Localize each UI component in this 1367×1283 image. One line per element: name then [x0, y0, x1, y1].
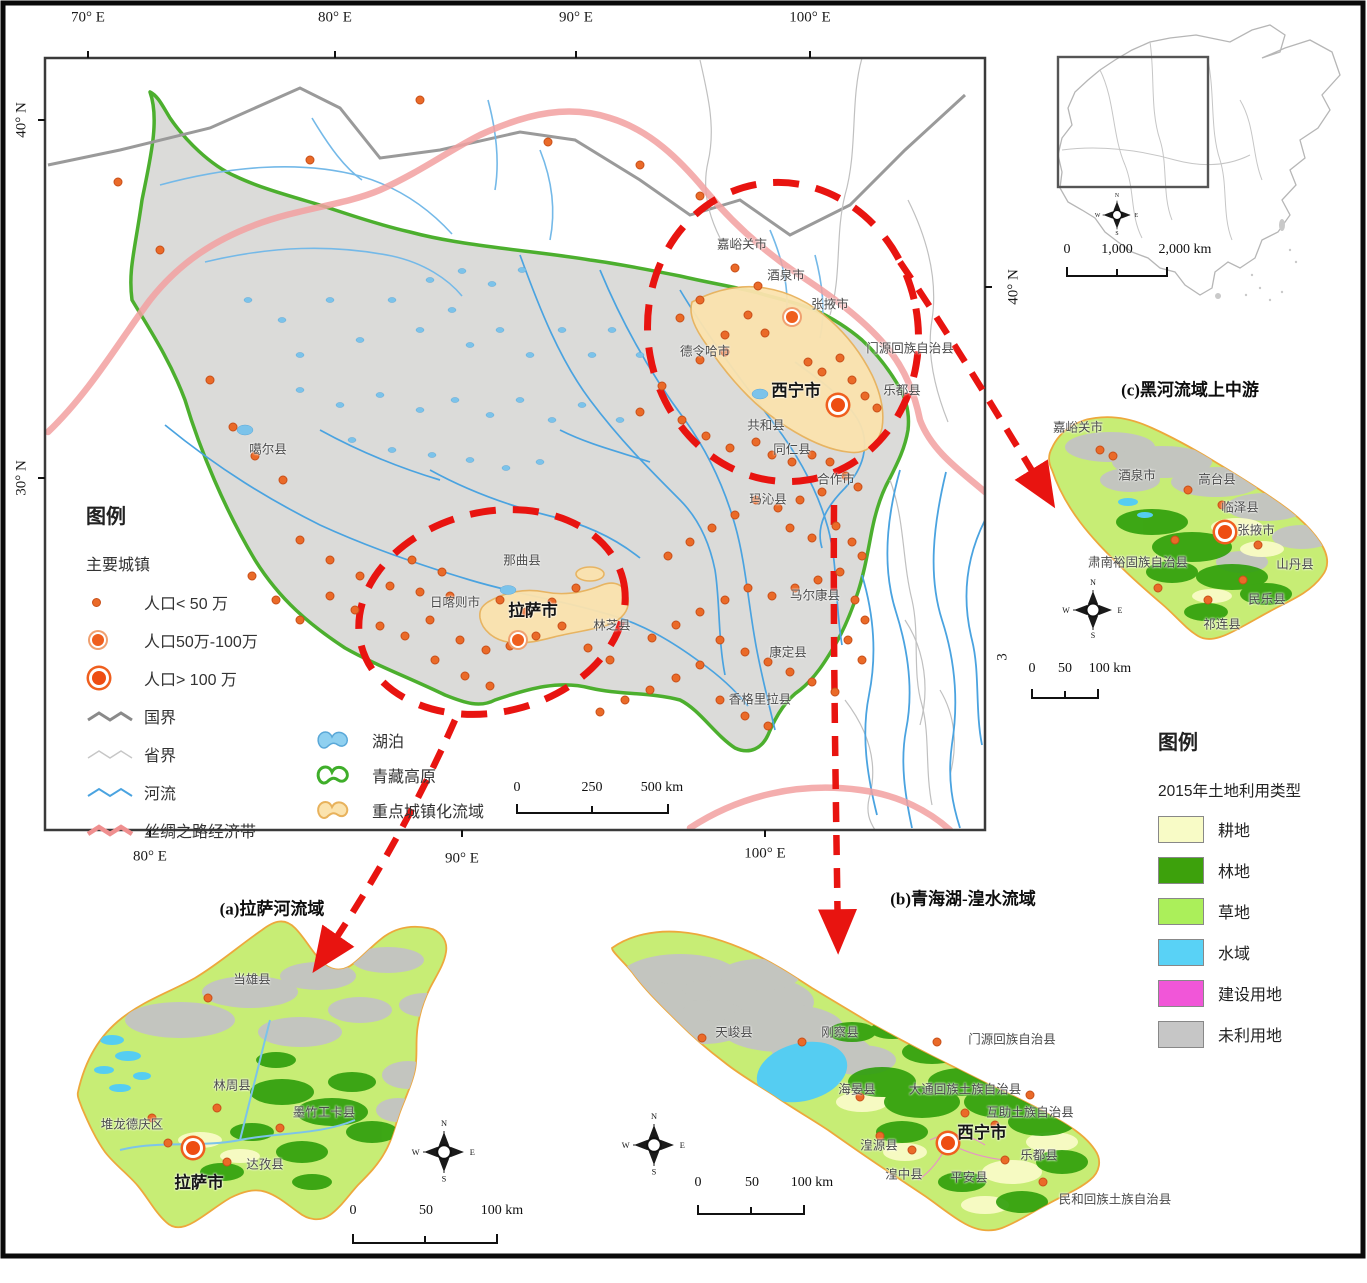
legend-item-lakes: 湖泊: [314, 729, 484, 751]
svg-text:E: E: [1118, 606, 1123, 615]
arrow-to-submap-c: [897, 260, 1056, 509]
link-arrows: [312, 260, 1056, 974]
svg-text:S: S: [1115, 231, 1118, 237]
svg-text:N: N: [651, 1112, 657, 1121]
landuse-swatch-icon: [1158, 1020, 1204, 1048]
submap-c-heihe-basin: [1048, 416, 1328, 640]
compass-rose-icon: N S W E: [1062, 578, 1122, 640]
main-map-legend: 图例 主要城镇 人口< 50 万 人口50万-100万 人口> 100 万 国界…: [86, 500, 556, 841]
legend-area-column: 湖泊 青藏高原 重点城镇化流域: [314, 716, 484, 821]
landuse-label: 草地: [1218, 905, 1251, 922]
legend-item-province-boundary: 省界: [86, 743, 556, 765]
svg-text:S: S: [442, 1174, 447, 1183]
legend-item-pop-large: 人口> 100 万: [86, 667, 556, 689]
landuse-swatch-icon: [1158, 979, 1204, 1007]
compass-rose-icon: N S W E: [1095, 193, 1139, 237]
legend-item-silk-road: 丝绸之路经济带: [86, 819, 556, 841]
svg-text:W: W: [412, 1148, 420, 1157]
svg-text:W: W: [622, 1141, 630, 1150]
landuse-legend-title: 图例: [1158, 732, 1198, 754]
landuse-label: 林地: [1218, 864, 1251, 881]
medium-town-dot-icon: [92, 634, 104, 646]
national-boundary-line: [47, 86, 967, 237]
landuse-swatch-icon: [1158, 938, 1204, 966]
highlight-ellipses: [355, 178, 922, 718]
landuse-legend-item: 建设用地: [1158, 979, 1363, 1007]
legend-item-river: 河流: [86, 781, 556, 803]
legend-title: 图例: [86, 506, 126, 528]
svg-text:N: N: [441, 1119, 447, 1128]
landuse-legend-item: 林地: [1158, 856, 1363, 884]
svg-text:E: E: [680, 1141, 685, 1150]
landuse-label: 耕地: [1218, 823, 1251, 840]
compass-rose-icon: N S W E: [412, 1119, 475, 1184]
landuse-label: 建设用地: [1218, 987, 1283, 1004]
plateau-outline-icon: [316, 765, 349, 785]
landuse-label: 水域: [1218, 946, 1251, 963]
landuse-swatch-icon: [1158, 815, 1204, 843]
legend-item-urban-basins: 重点城镇化流域: [314, 799, 484, 821]
landuse-legend-subtitle: 2015年土地利用类型: [1158, 783, 1301, 800]
arrow-to-submap-b: [818, 504, 858, 955]
boundary-line-icon: [87, 711, 133, 722]
svg-text:S: S: [1091, 631, 1095, 640]
china-inset-map: [1056, 24, 1341, 302]
province-boundaries: [699, 58, 955, 830]
legend-item-pop-medium: 人口50万-100万: [86, 629, 556, 651]
svg-text:N: N: [1090, 578, 1096, 587]
legend-towns-header: 主要城镇: [86, 557, 151, 574]
submap-b-qinghai-huangshui: [611, 930, 1101, 1232]
landuse-legend-item: 未利用地: [1158, 1020, 1363, 1048]
landuse-swatch-icon: [1158, 897, 1204, 925]
landuse-legend-item: 水域: [1158, 938, 1363, 966]
legend-item-pop-small: 人口< 50 万: [86, 591, 556, 613]
urban-basin-blob-icon: [317, 801, 349, 819]
svg-text:E: E: [1135, 213, 1139, 219]
landuse-legend: 图例 2015年土地利用类型 耕地林地草地水域建设用地未利用地: [1158, 726, 1363, 1048]
river-line-icon: [87, 787, 133, 798]
scale-bar: [516, 804, 669, 814]
large-town-dot-icon: [92, 671, 106, 685]
submap-a-lhasa-basin: [76, 920, 448, 1229]
svg-text:N: N: [1115, 193, 1120, 199]
svg-text:E: E: [470, 1148, 475, 1157]
scale-bar: [352, 1234, 498, 1244]
lake-blob-icon: [317, 731, 349, 749]
silk-road-line-icon: [86, 824, 134, 837]
landuse-legend-item: 草地: [1158, 897, 1363, 925]
landuse-swatch-icon: [1158, 856, 1204, 884]
compass-rose-icon: N S W E: [622, 1112, 685, 1177]
landuse-items: 耕地林地草地水域建设用地未利用地: [1158, 815, 1363, 1048]
plateau-lakes: [236, 267, 769, 595]
study-area-rectangle: [1056, 55, 1210, 189]
small-town-dot-icon: [92, 597, 101, 607]
arrow-to-submap-a: [312, 718, 458, 974]
scale-bar: [1066, 267, 1168, 277]
legend-item-plateau: 青藏高原: [314, 764, 484, 786]
legend-item-national-boundary: 国界: [86, 705, 556, 727]
scale-bar: [1031, 689, 1099, 699]
landuse-label: 未利用地: [1218, 1028, 1283, 1045]
rivers-east: [861, 469, 985, 829]
main-map-canvas: [45, 58, 985, 830]
svg-text:W: W: [1062, 606, 1070, 615]
svg-text:S: S: [652, 1167, 657, 1176]
scale-bar: [697, 1205, 805, 1215]
svg-text:W: W: [1095, 213, 1101, 219]
silk-road-route: [45, 108, 985, 830]
province-line-icon: [87, 750, 133, 759]
main-map-border: [43, 56, 987, 832]
qinghai-lake: [756, 1041, 848, 1103]
landuse-legend-item: 耕地: [1158, 815, 1363, 843]
